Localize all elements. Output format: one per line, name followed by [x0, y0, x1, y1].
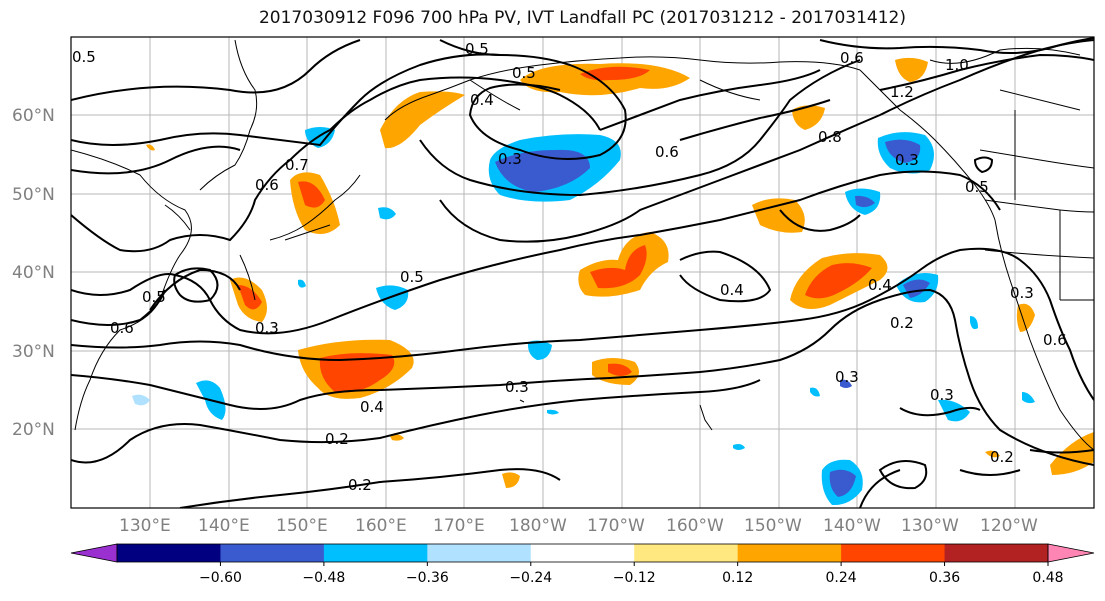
- contour-label: 0.3: [498, 150, 522, 168]
- lon-label: 180°W: [509, 516, 567, 536]
- contour-label: 0.6: [255, 176, 279, 194]
- contour-label: 1.0: [945, 56, 969, 74]
- lon-label: 170°W: [587, 516, 645, 536]
- colorbar-extend-low: [70, 543, 118, 563]
- map-title: 2017030912 F096 700 hPa PV, IVT Landfall…: [258, 8, 906, 28]
- colorbar-tick-label: 0.48: [1032, 570, 1063, 586]
- lat-label: 60°N: [12, 106, 55, 126]
- longitude-labels: 130°E 140°E 150°E 160°E 170°E 180°W 170°…: [119, 516, 1038, 536]
- colorbar-outline: [116, 543, 1049, 563]
- lon-label: 170°E: [433, 516, 485, 536]
- contour-label: 0.2: [990, 448, 1014, 466]
- contour-label: 0.3: [835, 368, 859, 386]
- lon-label: 160°W: [666, 516, 724, 536]
- coastlines: [71, 39, 1094, 451]
- contour-label: 0.3: [505, 378, 529, 396]
- lon-label: 130°W: [901, 516, 959, 536]
- contour-label: 0.3: [895, 151, 919, 169]
- lon-label: 130°E: [119, 516, 171, 536]
- colorbar-swatch: [530, 544, 635, 562]
- colorbar-swatch: [944, 544, 1049, 562]
- colorbar-tick-label: −0.12: [613, 570, 656, 586]
- contour-label: 0.2: [890, 314, 914, 332]
- lat-label: 20°N: [12, 420, 55, 440]
- contour-label: 0.5: [142, 288, 166, 306]
- contour-label: 0.3: [930, 386, 954, 404]
- contour-label: 0.6: [655, 143, 679, 161]
- contour-label: 1.2: [890, 83, 914, 101]
- lon-label: 150°W: [744, 516, 802, 536]
- colorbar-swatch: [841, 544, 946, 562]
- colorbar-swatch: [220, 544, 325, 562]
- latitude-labels: 60°N 50°N 40°N 30°N 20°N: [12, 106, 55, 440]
- lon-label: 140°W: [823, 516, 881, 536]
- map-border: [70, 36, 1095, 509]
- contour-label: 0.3: [255, 319, 279, 337]
- contour-label: 0.6: [840, 49, 864, 67]
- contour-label: 0.6: [110, 319, 134, 337]
- contour-label: 0.3: [1010, 284, 1034, 302]
- contour-label: 0.7: [285, 156, 309, 174]
- lon-label: 150°E: [276, 516, 328, 536]
- pv-contours: [71, 37, 1094, 508]
- contour-label: 0.4: [868, 276, 892, 294]
- contour-label: 0.6: [1043, 331, 1067, 349]
- contour-label: 0.4: [470, 91, 494, 109]
- contour-labels: 0.5 0.6 1.0 0.5 0.4 0.3 0.6 0.8 1.2 0.7 …: [72, 40, 1067, 494]
- colorbar-swatch: [634, 544, 739, 562]
- colorbar-tick-label: −0.60: [199, 570, 242, 586]
- graticule: [71, 37, 1094, 508]
- colorbar-tick-label: 0.12: [722, 570, 753, 586]
- colorbar-tick-label: −0.36: [406, 570, 449, 586]
- contour-label: 0.2: [348, 476, 372, 494]
- lon-label: 120°W: [980, 516, 1038, 536]
- lon-label: 160°E: [355, 516, 407, 536]
- contour-label: 0.4: [720, 281, 744, 299]
- contour-label: 0.5: [72, 48, 96, 66]
- colorbar-swatch: [117, 544, 221, 562]
- colorbar-tick-label: −0.48: [302, 570, 345, 586]
- colorbar-swatch: [427, 544, 532, 562]
- colorbar-tick-label: −0.24: [509, 570, 552, 586]
- lat-label: 50°N: [12, 185, 55, 205]
- contour-label: 0.2: [325, 430, 349, 448]
- colorbar-swatch: [323, 544, 428, 562]
- lon-label: 140°E: [198, 516, 250, 536]
- colorbar: −0.60 −0.48 −0.36 −0.24 −0.12 0.12 0.24 0.36 0.4…: [70, 543, 1095, 586]
- contour-label: 0.5: [465, 40, 489, 58]
- colorbar-swatch: [737, 544, 842, 562]
- contour-label: 0.5: [400, 268, 424, 286]
- contour-label: 0.4: [360, 398, 384, 416]
- contour-label: 0.8: [818, 128, 842, 146]
- colorbar-extend-high: [1047, 543, 1095, 563]
- contour-label: 0.5: [965, 178, 989, 196]
- colorbar-tick-label: 0.24: [826, 570, 857, 586]
- contour-label: 0.5: [512, 64, 536, 82]
- lat-label: 30°N: [12, 342, 55, 362]
- lat-label: 40°N: [12, 263, 55, 283]
- colorbar-tick-label: 0.36: [929, 570, 960, 586]
